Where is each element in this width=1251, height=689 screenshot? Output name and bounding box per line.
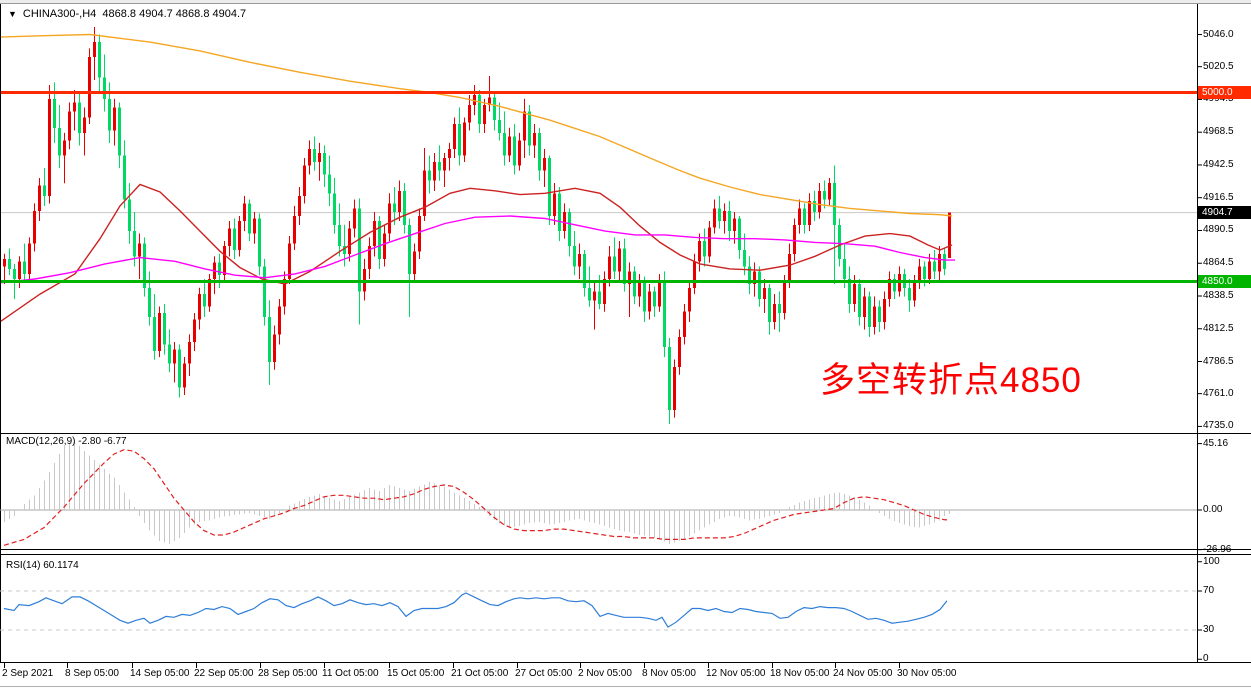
date-axis-label: 22 Sep 05:00 bbox=[194, 668, 254, 679]
window-top-edge bbox=[0, 0, 1251, 4]
rsi-axis-label: 100 bbox=[1203, 555, 1220, 567]
ohlc-readout: 4868.8 4904.7 4868.8 4904.7 bbox=[102, 8, 247, 20]
price-axis-label: 4942.5 bbox=[1203, 158, 1234, 170]
date-axis-label: 15 Oct 05:00 bbox=[387, 668, 445, 679]
price-axis-label: 4786.5 bbox=[1203, 355, 1234, 367]
chevron-down-icon[interactable]: ▼ bbox=[8, 9, 17, 19]
rsi-axis-label: 70 bbox=[1203, 585, 1215, 596]
price-tag-5000.0: 5000.0 bbox=[1198, 86, 1251, 99]
date-axis-label: 30 Nov 05:00 bbox=[897, 668, 957, 679]
price-axis-label: 5020.5 bbox=[1203, 60, 1234, 72]
date-axis-label: 2 Sep 2021 bbox=[2, 668, 54, 679]
symbol-period-label: CHINA300-,H4 bbox=[22, 8, 97, 20]
date-axis-label: 8 Nov 05:00 bbox=[642, 668, 696, 679]
date-axis-label: 18 Nov 05:00 bbox=[770, 668, 830, 679]
rsi-indicator-label: RSI(14) 60.1174 bbox=[6, 560, 79, 571]
price-axis-label: 4916.5 bbox=[1203, 191, 1234, 203]
date-axis-label: 14 Sep 05:00 bbox=[130, 668, 190, 679]
bottom-divider bbox=[0, 686, 1251, 687]
price-axis-label: 4812.5 bbox=[1203, 322, 1234, 334]
price-axis-label: 4838.5 bbox=[1203, 289, 1234, 301]
ma-fast bbox=[0, 215, 955, 284]
price-axis-label: 4735.0 bbox=[1203, 420, 1234, 432]
date-axis-label: 27 Oct 05:00 bbox=[515, 668, 573, 679]
ma-mid bbox=[0, 183, 953, 323]
price-axis-label: 4761.0 bbox=[1203, 387, 1234, 399]
ma-slow bbox=[0, 33, 953, 217]
date-axis-label: 28 Sep 05:00 bbox=[258, 668, 318, 679]
macd-axis-label: 45.16 bbox=[1203, 437, 1229, 449]
price-axis-label: 4890.5 bbox=[1203, 224, 1234, 236]
price-tag-4904.7: 4904.7 bbox=[1198, 206, 1251, 220]
macd-axis-label: -26.96 bbox=[1203, 543, 1232, 555]
date-axis-label: 21 Oct 05:00 bbox=[451, 668, 509, 679]
rsi-axis-label: 0 bbox=[1203, 653, 1209, 665]
chart-title: ▼ CHINA300-,H4 4868.8 4904.7 4868.8 4904.… bbox=[8, 8, 246, 20]
macd-signal-line bbox=[3, 449, 950, 546]
price-axis-label: 5046.0 bbox=[1203, 28, 1234, 40]
price-tag-4850.0: 4850.0 bbox=[1198, 275, 1251, 288]
rsi-line bbox=[3, 592, 948, 628]
rsi-axis-label: 30 bbox=[1203, 624, 1215, 635]
date-axis-label: 12 Nov 05:00 bbox=[706, 668, 766, 679]
macd-axis-label: 0.00 bbox=[1203, 504, 1223, 515]
date-axis-label: 24 Nov 05:00 bbox=[833, 668, 893, 679]
date-axis-label: 8 Sep 05:00 bbox=[65, 668, 119, 679]
price-axis-label: 4864.5 bbox=[1203, 257, 1234, 269]
price-axis-label: 4968.5 bbox=[1203, 126, 1234, 138]
macd-indicator-label: MACD(12,26,9) -2.80 -6.77 bbox=[6, 436, 127, 447]
date-axis-label: 2 Nov 05:00 bbox=[578, 668, 632, 679]
chart-annotation-text: 多空转折点4850 bbox=[820, 361, 1082, 400]
date-axis-label: 11 Oct 05:00 bbox=[322, 668, 379, 679]
